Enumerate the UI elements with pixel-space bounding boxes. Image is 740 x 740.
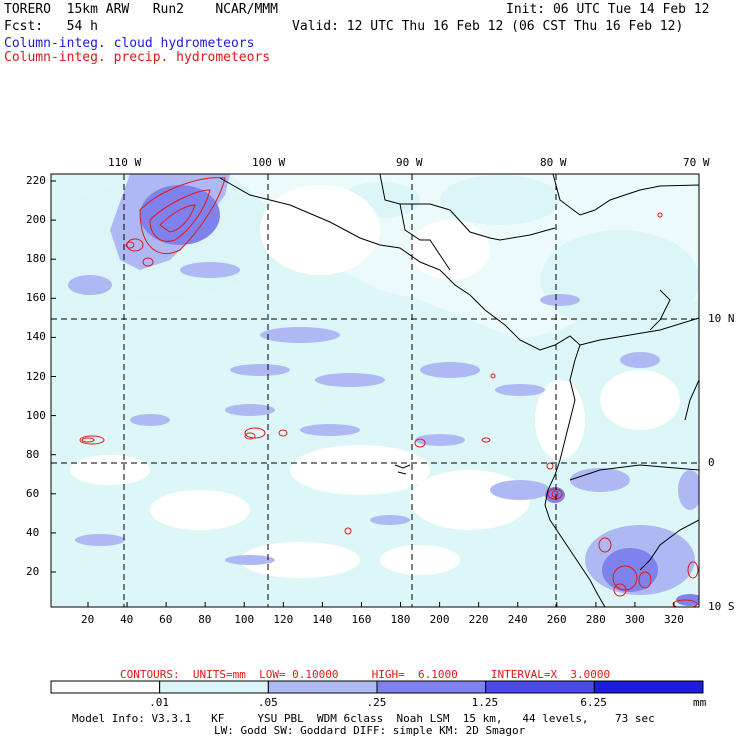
valid-time: Valid: 12 UTC Thu 16 Feb 12 (06 CST Thu … [292, 19, 684, 34]
x-tick-label: 20 [81, 613, 95, 626]
x-tick-label: 260 [546, 613, 567, 626]
x-tick-label: 300 [624, 613, 645, 626]
y-tick-label: 80 [26, 447, 40, 461]
contour-info: CONTOURS: UNITS=mm LOW= 0.10000 HIGH= 6.… [120, 668, 611, 681]
top-lon-label: 100 W [252, 156, 286, 169]
coastlines [219, 174, 699, 607]
lat-lon-grid [51, 174, 699, 607]
x-tick-label: 320 [664, 613, 684, 626]
x-tick-label: 160 [351, 613, 372, 626]
field-precip-label: Column-integ. precip. hydrometeors [4, 50, 271, 65]
y-tick-label: 60 [26, 486, 40, 500]
x-tick-label: 60 [159, 613, 173, 626]
x-tick-label: 240 [507, 613, 528, 626]
precip-contours [79, 177, 699, 607]
x-tick-label: 120 [273, 613, 294, 626]
right-lat-label: 10 S [708, 600, 735, 613]
x-tick-label: 180 [390, 613, 411, 626]
colorbar-label: .01 [149, 696, 170, 709]
model-title: TORERO 15km ARW Run2 NCAR/MMM [4, 2, 278, 17]
top-lon-label: 80 W [540, 156, 567, 169]
init-time: Init: 06 UTC Tue 14 Feb 12 [506, 2, 710, 17]
model-info-line1: Model Info: V3.3.1 KF YSU PBL WDM 6class… [72, 712, 655, 725]
field-cloud-label: Column-integ. cloud hydrometeors [4, 36, 255, 51]
colorbar-label: 1.25 [471, 696, 499, 709]
top-lon-label: 90 W [396, 156, 423, 169]
y-tick-label: 20 [26, 565, 40, 578]
right-lat-label: 10 N [708, 312, 735, 325]
y-tick-label: 180 [26, 252, 46, 266]
y-tick-label: 220 [26, 174, 46, 187]
x-tick-label: 40 [120, 613, 134, 626]
x-tick-label: 200 [429, 613, 450, 626]
x-tick-label: 220 [468, 613, 489, 626]
y-tick-label: 200 [26, 213, 46, 227]
top-lon-label: 110 W [108, 156, 142, 169]
colorbar-unit: mm [693, 696, 707, 709]
top-lon-label: 70 W [683, 156, 710, 169]
forecast-hour: Fcst: 54 h [4, 19, 98, 34]
colorbar-label: 6.25 [580, 696, 607, 709]
colorbar-label: .05 [257, 696, 278, 709]
colorbar-label: .25 [366, 696, 387, 709]
x-tick-label: 140 [312, 613, 333, 626]
right-lat-label: 0 [708, 456, 715, 469]
x-tick-label: 80 [198, 613, 212, 626]
map-frame [50, 173, 700, 608]
x-tick-label: 280 [585, 613, 606, 626]
model-info-line2: LW: Godd SW: Goddard DIFF: simple KM: 2D… [214, 724, 526, 737]
y-tick-label: 40 [26, 525, 40, 539]
cloud-hydrometeor-field [51, 174, 699, 607]
y-tick-label: 100 [26, 408, 46, 422]
y-tick-label: 120 [26, 369, 46, 383]
y-tick-label: 160 [26, 291, 46, 305]
x-tick-label: 100 [234, 613, 255, 626]
y-tick-label: 140 [26, 330, 46, 344]
